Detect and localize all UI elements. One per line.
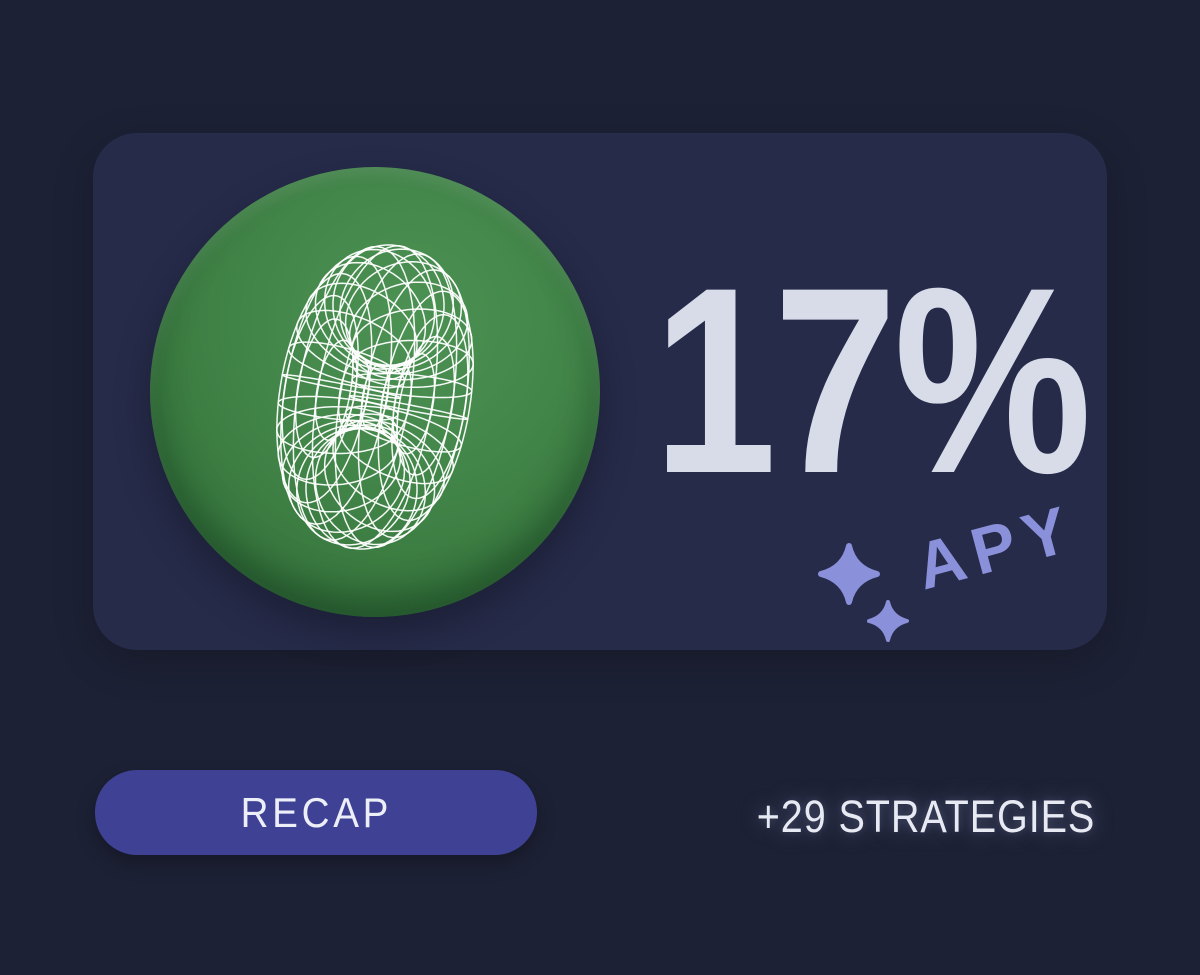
sparkle-icon: [867, 600, 909, 642]
apy-value: 17%: [653, 233, 1092, 529]
sparkle-icon: [818, 543, 880, 605]
token-logo: [150, 167, 600, 617]
wireframe-torus-icon: [276, 244, 474, 550]
recap-button[interactable]: RECAP: [95, 770, 537, 855]
recap-button-label: RECAP: [240, 789, 392, 836]
apy-card: 17% APY: [93, 133, 1107, 650]
strategies-count-label: +29 STRATEGIES: [756, 791, 1096, 842]
